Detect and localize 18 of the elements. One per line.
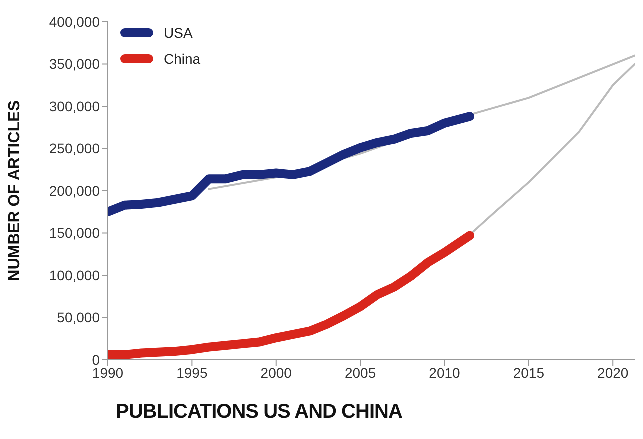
y-tick-label: 300,000 <box>49 98 100 114</box>
y-tick-label: 250,000 <box>49 140 100 157</box>
y-tick-label: 150,000 <box>49 225 100 242</box>
x-tick-label: 1995 <box>176 364 208 381</box>
text: PUBLICATIONS US AND CHINA <box>116 401 404 424</box>
x-tick-label: 2015 <box>513 364 545 381</box>
x-tick-label: 2000 <box>260 364 292 381</box>
y-tick-label: 50,000 <box>57 310 100 326</box>
x-tick-label: 2020 <box>598 364 629 381</box>
legend-label: USA <box>164 25 193 41</box>
y-tick-label: 400,000 <box>49 14 100 30</box>
y-axis-title: NUMBER OF ARTICLES <box>6 100 24 282</box>
y-tick-label: 200,000 <box>49 182 100 199</box>
y-tick-label: 100,000 <box>49 267 100 284</box>
x-tick-label: 2010 <box>429 364 461 381</box>
legend-label: China <box>164 51 201 67</box>
y-tick-label: 350,000 <box>49 56 100 72</box>
x-tick-label: 2005 <box>344 364 376 381</box>
